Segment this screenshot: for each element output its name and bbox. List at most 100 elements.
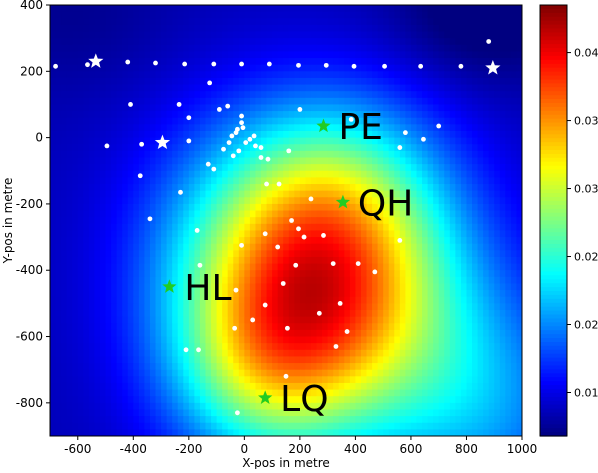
heatmap-cell: [83, 256, 90, 265]
heatmap-cell: [510, 197, 518, 205]
heatmap-cell: [288, 190, 295, 198]
heatmap-cell: [244, 217, 251, 225]
heatmap-cell: [227, 77, 234, 86]
heatmap-cell: [288, 329, 295, 338]
heatmap-cell: [283, 363, 290, 371]
heatmap-cell: [138, 316, 145, 324]
heatmap-cell: [50, 44, 57, 53]
heatmap-cell: [444, 329, 451, 338]
heatmap-cell: [427, 230, 434, 238]
heatmap-cell: [488, 356, 495, 364]
heatmap-cell: [383, 18, 390, 26]
heatmap-cell: [455, 296, 462, 304]
heatmap-cell: [116, 184, 123, 192]
heatmap-cell: [61, 382, 68, 391]
heatmap-cell: [494, 363, 501, 371]
heatmap-cell: [433, 323, 440, 331]
heatmap-cell: [50, 58, 57, 66]
heatmap-cell: [205, 31, 212, 39]
heatmap-cell: [249, 164, 257, 172]
heatmap-cell: [183, 276, 190, 285]
heatmap-cell: [77, 343, 84, 351]
heatmap-cell: [288, 184, 295, 192]
heatmap-cell: [166, 217, 173, 225]
heatmap-cell: [199, 164, 207, 172]
heatmap-cell: [366, 38, 373, 46]
heatmap-cell: [149, 38, 157, 46]
heatmap-cell: [261, 349, 268, 358]
heatmap-cell: [327, 369, 334, 377]
heatmap-cell: [183, 144, 190, 152]
heatmap-cell: [444, 64, 451, 72]
heatmap-cell: [316, 210, 323, 218]
heatmap-cell: [360, 84, 368, 92]
heatmap-cell: [83, 217, 90, 225]
heatmap-cell: [466, 363, 473, 371]
heatmap-cell: [327, 5, 334, 13]
heatmap-cell: [488, 190, 495, 198]
heatmap-cell: [66, 283, 73, 291]
heatmap-cell: [305, 296, 312, 304]
heatmap-cell: [116, 283, 123, 291]
heatmap-cell: [472, 77, 479, 86]
heatmap-cell: [310, 97, 318, 106]
heatmap-cell: [261, 77, 268, 86]
heatmap-cell: [288, 97, 295, 106]
heatmap-cell: [122, 124, 129, 132]
heatmap-cell: [483, 256, 490, 265]
heatmap-cell: [55, 58, 62, 66]
heatmap-cell: [94, 203, 101, 212]
heatmap-cell: [227, 230, 234, 238]
heatmap-cell: [455, 356, 462, 364]
heatmap-cell: [510, 177, 518, 185]
heatmap-cell: [227, 276, 234, 285]
heatmap-cell: [261, 157, 268, 165]
heatmap-cell: [416, 356, 423, 364]
heatmap-cell: [183, 44, 190, 53]
heatmap-cell: [510, 44, 518, 53]
heatmap-cell: [410, 144, 418, 152]
heatmap-cell: [310, 150, 318, 159]
heatmap-cell: [194, 170, 201, 178]
heatmap-cell: [472, 369, 479, 377]
heatmap-cell: [166, 18, 173, 26]
heatmap-cell: [410, 11, 418, 19]
heatmap-cell: [333, 283, 340, 291]
heatmap-cell: [255, 124, 262, 132]
heatmap-cell: [183, 356, 190, 364]
heatmap-cell: [460, 217, 468, 225]
heatmap-cell: [455, 44, 462, 53]
heatmap-cell: [266, 170, 273, 178]
heatmap-cell: [338, 363, 345, 371]
heatmap-cell: [333, 64, 340, 72]
heatmap-cell: [455, 243, 462, 251]
heatmap-cell: [327, 91, 334, 99]
heatmap-cell: [238, 5, 245, 13]
heatmap-cell: [199, 230, 207, 238]
heatmap-cell: [99, 104, 107, 112]
heatmap-cell: [244, 31, 251, 39]
heatmap-cell: [449, 356, 456, 364]
heatmap-cell: [483, 296, 490, 304]
heatmap-cell: [233, 250, 240, 258]
heatmap-cell: [399, 58, 406, 66]
heatmap-cell: [455, 24, 462, 33]
heatmap-cell: [394, 217, 401, 225]
heatmap-cell: [272, 223, 279, 232]
heatmap-cell: [505, 71, 512, 79]
heatmap-cell: [183, 91, 190, 99]
heatmap-cell: [288, 137, 295, 145]
heatmap-cell: [488, 97, 495, 106]
heatmap-cell: [244, 157, 251, 165]
heatmap-cell: [472, 303, 479, 311]
heatmap-cell: [166, 203, 173, 212]
heatmap-cell: [299, 24, 307, 33]
heatmap-cell: [349, 71, 357, 79]
heatmap-cell: [338, 310, 345, 318]
heatmap-cell: [444, 343, 451, 351]
heatmap-cell: [277, 184, 284, 192]
heatmap-cell: [299, 104, 307, 112]
heatmap-cell: [249, 369, 257, 377]
heatmap-cell: [449, 230, 456, 238]
heatmap-cell: [316, 184, 323, 192]
